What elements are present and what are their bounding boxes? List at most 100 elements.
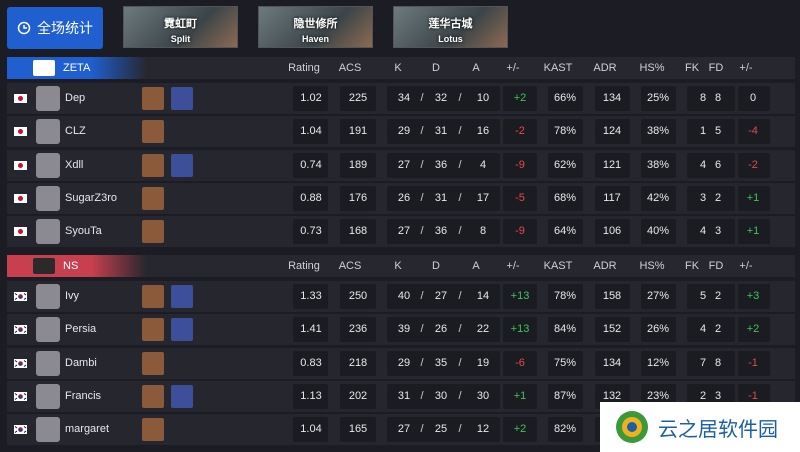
stat-box — [595, 350, 630, 376]
stat-value: 84% — [553, 323, 577, 336]
map-tab[interactable]: 莲华古城 Lotus — [393, 6, 508, 48]
separator: / — [420, 158, 424, 171]
overall-stats-button[interactable]: 全场统计 — [7, 7, 103, 49]
stat-value: 1.41 — [300, 323, 322, 336]
stat-value: 3 — [714, 225, 722, 238]
map-name: 莲华古城 — [428, 18, 473, 30]
flag — [14, 227, 27, 237]
stat-box — [387, 119, 500, 145]
stat-box — [293, 119, 328, 145]
stat-box — [641, 284, 676, 309]
stat-value: 168 — [348, 225, 368, 238]
map-tab[interactable]: 隐世修所 Haven — [258, 6, 373, 48]
stat-value: -9 — [515, 158, 525, 171]
stat-value: 1.04 — [300, 125, 322, 138]
map-label: Haven — [301, 34, 329, 44]
stat-value: 2 — [714, 290, 722, 302]
player-name: Persia — [65, 323, 97, 336]
stat-value: 31 — [434, 125, 448, 138]
column-header: A — [472, 62, 480, 74]
separator: / — [458, 290, 462, 302]
stat-value: 134 — [602, 356, 622, 369]
stat-value: 75% — [553, 356, 577, 369]
stat-box — [738, 350, 770, 376]
watermark-text: 云之居软件园 — [658, 418, 778, 441]
stat-value: 0 — [749, 92, 757, 104]
stat-value: 34 — [397, 92, 411, 104]
stat-value: 27 — [397, 225, 411, 238]
stat-value: 134 — [602, 92, 622, 104]
avatar — [36, 383, 60, 409]
map-tab[interactable]: 霓虹町 Split — [123, 6, 238, 48]
column-header: FK — [684, 260, 700, 272]
stat-box — [503, 152, 537, 178]
agent-icon — [171, 285, 193, 308]
player-row: Dambi / / 0.83 218 29 35 19 -6 75% 134 12% 7 8 -1 — [7, 347, 795, 379]
avatar — [36, 119, 60, 145]
stat-value: 38% — [646, 158, 670, 171]
stat-box — [548, 119, 583, 145]
separator: / — [420, 290, 424, 302]
stat-box — [595, 152, 630, 178]
separator: / — [458, 389, 462, 402]
stat-value: +2 — [513, 92, 527, 104]
stat-box — [293, 185, 328, 211]
stat-box — [340, 152, 376, 178]
player-name: Dep — [65, 92, 86, 104]
stat-box — [340, 383, 376, 409]
stat-box — [687, 185, 735, 211]
stat-value: 25% — [646, 92, 670, 104]
stat-value: 62% — [553, 158, 577, 171]
agent-icon — [142, 87, 164, 110]
stat-box — [687, 119, 735, 145]
stat-value: 6 — [714, 158, 722, 171]
avatar — [36, 86, 60, 111]
stat-value: 8 — [714, 356, 722, 369]
stat-box — [548, 86, 583, 111]
column-header: A — [472, 260, 480, 272]
separator: / — [458, 92, 462, 104]
player-name: Francis — [65, 389, 102, 402]
stat-box — [340, 417, 376, 443]
stat-box — [293, 317, 328, 343]
flag — [14, 127, 27, 137]
stat-box — [548, 417, 583, 443]
team-name: NS — [63, 260, 79, 272]
flag — [14, 358, 27, 368]
stat-value: +2 — [513, 423, 527, 436]
stat-box — [641, 350, 676, 376]
stat-box — [340, 119, 376, 145]
stat-box — [548, 152, 583, 178]
avatar — [36, 219, 60, 245]
stat-box — [687, 152, 735, 178]
stat-box — [293, 284, 328, 309]
column-header: +/- — [506, 260, 520, 272]
column-header: ADR — [593, 62, 617, 74]
stat-value: 0.74 — [300, 158, 322, 171]
avatar — [36, 417, 60, 443]
column-header: Rating — [288, 260, 320, 272]
stat-value: 39 — [397, 323, 411, 336]
agent-icon — [142, 186, 164, 210]
player-name: Ivy — [65, 290, 80, 302]
stat-value: 0.83 — [300, 356, 322, 369]
column-header: ACS — [338, 260, 362, 272]
stat-value: 27 — [397, 423, 411, 436]
stat-value: 10 — [476, 92, 490, 104]
clock-icon — [17, 21, 31, 35]
stat-box — [595, 86, 630, 111]
stat-box — [738, 284, 770, 309]
stat-value: 191 — [348, 125, 368, 138]
stat-box — [738, 119, 770, 145]
stat-value: 38% — [646, 125, 670, 138]
stat-value: 124 — [602, 125, 622, 138]
stat-value: 2 — [699, 389, 707, 402]
stat-value: 3 — [699, 191, 707, 204]
separator: / — [420, 356, 424, 369]
flag — [14, 160, 27, 170]
column-header: HS% — [639, 62, 665, 74]
stat-value: 40 — [397, 290, 411, 302]
stat-box — [387, 219, 500, 245]
stat-value: -1 — [748, 389, 758, 402]
